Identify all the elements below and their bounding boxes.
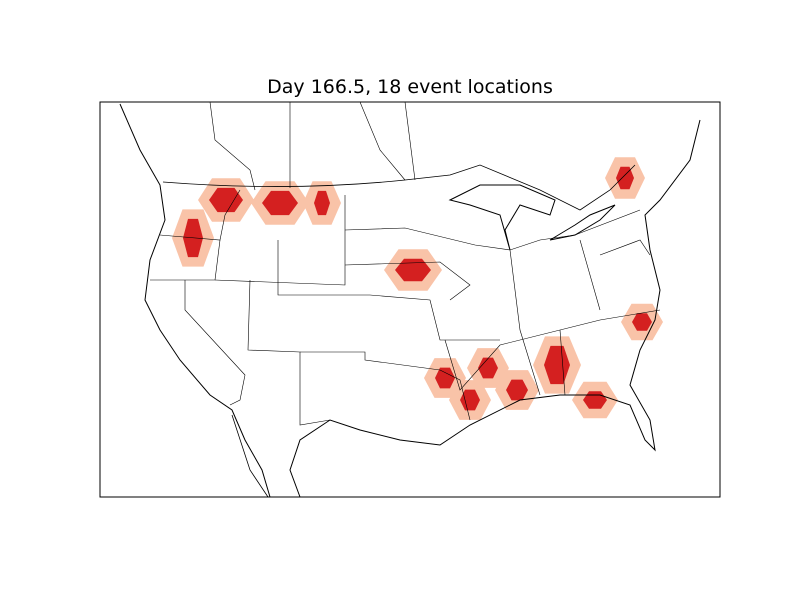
great-lakes — [448, 184, 556, 251]
us-canada-border — [162, 164, 636, 211]
event-location — [262, 190, 298, 216]
lake-erie-ontario — [549, 204, 616, 241]
map-frame — [99, 101, 721, 498]
event-location — [314, 190, 330, 216]
event-location — [435, 367, 455, 389]
state-borders — [150, 101, 661, 426]
event-location — [632, 313, 652, 331]
event-location — [506, 379, 528, 401]
mexico-coast — [231, 414, 269, 498]
event-location — [395, 258, 431, 282]
gulf-coast — [289, 119, 701, 498]
event-layer — [172, 157, 663, 420]
boundaries — [119, 103, 701, 498]
event-location — [478, 357, 498, 379]
event-location — [209, 187, 243, 213]
map-title: Day 166.5, 18 event locations — [267, 76, 553, 98]
coastline-west — [119, 103, 271, 498]
event-location — [616, 166, 634, 190]
event-location — [460, 389, 480, 411]
